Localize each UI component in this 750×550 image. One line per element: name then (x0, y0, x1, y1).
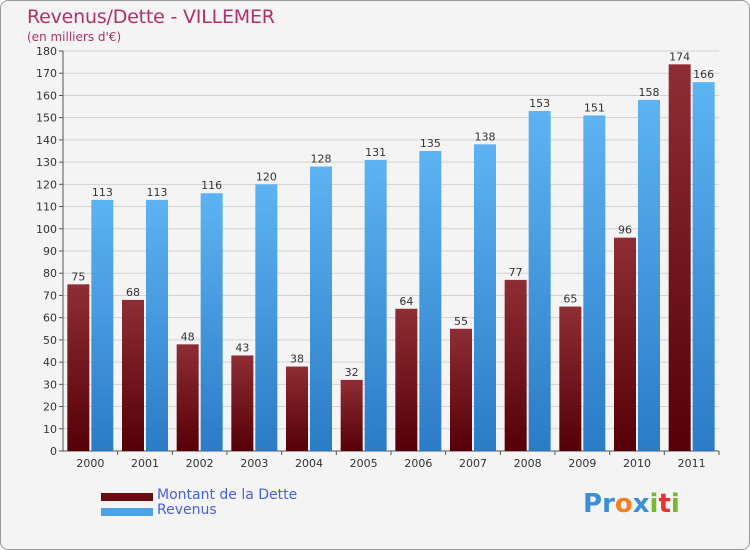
bar-revenus-2011 (692, 82, 715, 451)
data-label-revenus-2001: 113 (147, 186, 168, 199)
data-label-revenus-2008: 153 (529, 97, 550, 110)
bars (67, 64, 715, 452)
logo-letter: t (658, 489, 671, 519)
data-label-revenus-2003: 120 (256, 170, 277, 183)
x-tick-label: 2011 (678, 457, 706, 470)
x-tick-label: 2000 (76, 457, 104, 470)
bar-dette-2008 (504, 279, 527, 451)
legend-label-revenus: Revenus (157, 502, 217, 518)
y-tick-label: 80 (43, 267, 57, 280)
logo-letter: i (649, 489, 659, 519)
data-label-dette-2000: 75 (71, 270, 85, 283)
x-tick-label: 2008 (514, 457, 542, 470)
bar-revenus-2001 (146, 199, 168, 451)
data-label-dette-2001: 68 (126, 286, 140, 299)
x-tick-label: 2007 (459, 457, 487, 470)
bar-dette-2005 (340, 379, 363, 451)
data-label-dette-2004: 38 (290, 353, 304, 366)
chart-title: Revenus/Dette - VILLEMER (27, 6, 275, 28)
bar-revenus-2007 (474, 144, 496, 452)
y-tick-label: 50 (43, 334, 57, 347)
y-tick-label: 0 (50, 445, 57, 458)
grid-lines (63, 50, 719, 452)
bar-revenus-2004 (310, 166, 332, 452)
data-label-revenus-2006: 135 (420, 137, 441, 150)
bar-dette-2007 (450, 328, 472, 451)
data-label-revenus-2002: 116 (201, 179, 222, 192)
bar-revenus-2009 (583, 115, 606, 451)
y-tick-label: 130 (36, 156, 57, 169)
data-label-revenus-2010: 158 (639, 86, 660, 99)
chart-subtitle: (en milliers d'€) (27, 30, 122, 44)
y-tick-label: 20 (43, 401, 57, 414)
bar-revenus-2002 (200, 193, 223, 451)
bar-revenus-2008 (528, 111, 551, 451)
y-tick-label: 40 (43, 356, 57, 369)
bar-revenus-2005 (364, 159, 387, 451)
x-tick-label: 2010 (623, 457, 651, 470)
legend-swatch-dette (101, 493, 153, 501)
bar-dette-2011 (668, 64, 691, 452)
data-label-revenus-2004: 128 (311, 153, 332, 166)
bar-revenus-2006 (419, 151, 442, 451)
x-tick-label: 2003 (240, 457, 268, 470)
y-tick-label: 180 (36, 45, 57, 58)
data-label-dette-2008: 77 (509, 266, 523, 279)
data-label-dette-2002: 48 (181, 330, 195, 343)
y-tick-label: 30 (43, 378, 57, 391)
y-tick-label: 70 (43, 289, 57, 302)
y-tick-label: 100 (36, 223, 57, 236)
x-tick-label: 2006 (404, 457, 432, 470)
bar-dette-2009 (559, 306, 582, 451)
bar-revenus-2003 (255, 184, 278, 452)
y-tick-label: 120 (36, 178, 57, 191)
bar-revenus-2010 (638, 99, 660, 451)
data-label-revenus-2007: 138 (475, 130, 496, 143)
logo-letter: i (670, 489, 680, 519)
y-tick-label: 60 (43, 312, 57, 325)
bar-revenus-2000 (91, 199, 114, 451)
bar-dette-2006 (395, 308, 418, 451)
bar-dette-2000 (67, 284, 90, 451)
data-label-revenus-2000: 113 (92, 186, 113, 199)
bar-dette-2002 (176, 344, 199, 451)
logo-letter: x (632, 489, 650, 519)
data-label-revenus-2009: 151 (584, 101, 605, 114)
x-tick-label: 2005 (350, 457, 378, 470)
logo-letter: r (602, 489, 615, 519)
y-tick-label: 90 (43, 245, 57, 258)
x-tick-label: 2001 (131, 457, 159, 470)
y-tick-label: 110 (36, 201, 57, 214)
proxiti-logo: Proxiti (583, 489, 680, 519)
data-label-revenus-2011: 166 (693, 68, 714, 81)
data-labels: 75 113 68 113 48 116 43 120 38 128 32 131 64 135 55 138… (71, 50, 714, 379)
y-tick-label: 150 (36, 112, 57, 125)
data-label-dette-2007: 55 (454, 315, 468, 328)
legend-label-dette: Montant de la Dette (157, 487, 298, 503)
x-tick-label: 2009 (568, 457, 596, 470)
data-label-dette-2009: 65 (563, 293, 577, 306)
x-tick-label: 2002 (186, 457, 214, 470)
data-label-dette-2010: 96 (618, 224, 632, 237)
data-label-dette-2005: 32 (345, 366, 359, 379)
axes: 0 10 20 30 40 50 60 70 80 90 100 110 120 130 140 150 160… (36, 45, 720, 470)
bar-dette-2004 (286, 366, 308, 451)
logo-letter: P (583, 489, 603, 519)
x-tick-label: 2004 (295, 457, 323, 470)
bar-dette-2001 (122, 299, 144, 451)
data-label-dette-2003: 43 (235, 341, 249, 354)
bar-dette-2003 (231, 355, 254, 451)
y-tick-label: 10 (43, 423, 57, 436)
bar-dette-2010 (614, 237, 636, 451)
data-label-revenus-2005: 131 (365, 146, 386, 159)
y-tick-label: 170 (36, 67, 57, 80)
data-label-dette-2006: 64 (399, 295, 413, 308)
data-label-dette-2011: 174 (669, 50, 690, 63)
legend-swatch-revenus (101, 508, 153, 516)
y-tick-label: 160 (36, 89, 57, 102)
y-tick-label: 140 (36, 134, 57, 147)
logo-letter: o (614, 489, 633, 519)
